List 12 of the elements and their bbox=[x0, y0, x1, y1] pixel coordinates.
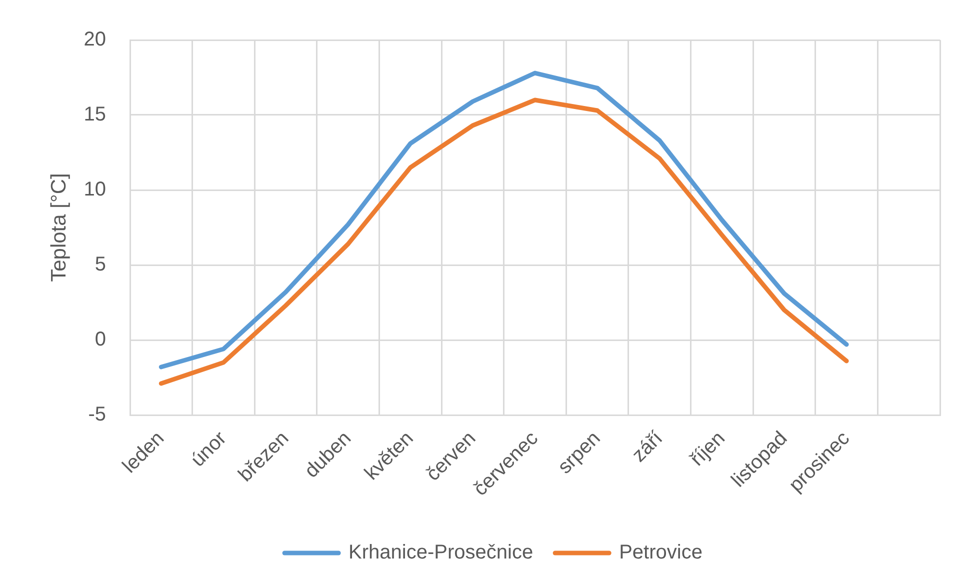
y-tick-label: 10 bbox=[84, 178, 106, 201]
x-tick-label: únor bbox=[187, 427, 232, 472]
legend-label: Krhanice-Prosečnice bbox=[348, 542, 534, 564]
y-tick-label: 15 bbox=[84, 104, 106, 126]
y-tick-label: -5 bbox=[88, 404, 106, 426]
legend-label: Petrovice bbox=[619, 542, 702, 564]
x-tick-label: říjen bbox=[686, 427, 730, 470]
x-tick-label: září bbox=[628, 427, 668, 466]
y-tick-label: 0 bbox=[94, 328, 106, 351]
y-tick-label: 5 bbox=[94, 254, 106, 276]
y-axis-title: Teplota [°C] bbox=[47, 173, 70, 282]
y-tick-label: 20 bbox=[84, 28, 106, 51]
